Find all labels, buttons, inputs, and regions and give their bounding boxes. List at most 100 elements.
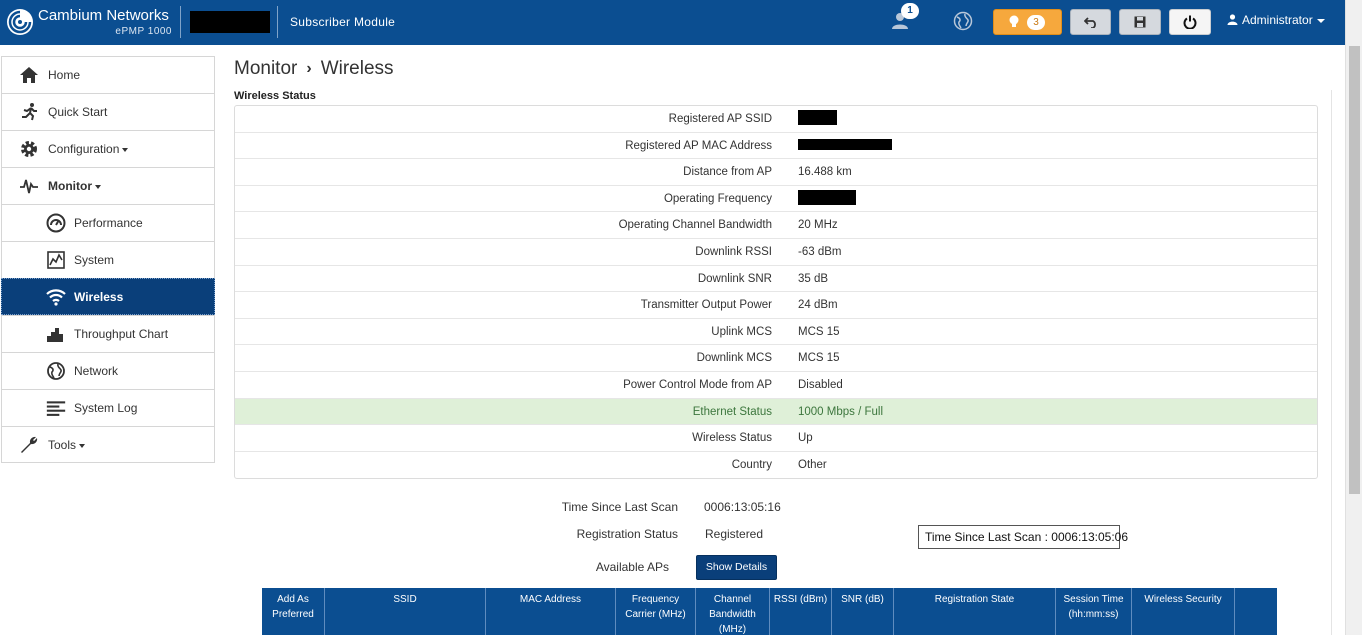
status-label: Wireless Status xyxy=(692,432,772,445)
gear-icon xyxy=(21,141,37,157)
column-header[interactable]: Add As Preferred xyxy=(262,588,325,635)
column-header[interactable]: Wireless Security xyxy=(1132,588,1235,635)
gauge-icon xyxy=(46,213,66,233)
column-header[interactable]: RSSI (dBm) xyxy=(770,588,832,635)
chart-icon xyxy=(47,328,63,342)
status-value: MCS 15 xyxy=(798,325,840,338)
module-label: Subscriber Module xyxy=(290,15,396,29)
status-row: Wireless Status Up xyxy=(235,425,1317,452)
top-bar: Cambium Networks ePMP 1000 Subscriber Mo… xyxy=(0,0,1345,45)
sidebar-item-quick-start[interactable]: Quick Start xyxy=(1,93,215,130)
chevron-down-icon xyxy=(1316,18,1325,23)
status-row-ethernet: Ethernet Status 1000 Mbps / Full xyxy=(235,398,1317,426)
home-icon xyxy=(20,67,38,83)
status-row: Downlink RSSI -63 dBm xyxy=(235,239,1317,266)
breadcrumb-section[interactable]: Monitor xyxy=(234,58,298,79)
chevron-down-icon xyxy=(79,443,86,448)
status-value: Up xyxy=(798,432,813,445)
globe-icon[interactable] xyxy=(953,11,973,31)
status-label: Downlink RSSI xyxy=(695,245,772,258)
sidebar-item-label: Network xyxy=(74,364,119,378)
show-details-button[interactable]: Show Details xyxy=(696,555,777,580)
column-header[interactable]: SSID xyxy=(325,588,486,635)
sidebar-item-monitor[interactable]: Monitor xyxy=(1,167,215,204)
time-since-scan-value: 0006:13:05:16 xyxy=(704,500,781,514)
sidebar-item-label: Wireless xyxy=(74,290,124,304)
status-row: Uplink MCS MCS 15 xyxy=(235,319,1317,346)
save-button[interactable] xyxy=(1119,9,1161,35)
sidebar-item-wireless[interactable]: Wireless xyxy=(1,278,215,315)
status-row: Power Control Mode from AP Disabled xyxy=(235,372,1317,399)
scan-time-tooltip: Time Since Last Scan : 0006:13:05:06 xyxy=(918,525,1128,549)
cambium-logo[interactable]: Cambium Networks ePMP 1000 xyxy=(6,4,176,40)
header-divider xyxy=(277,6,278,38)
breadcrumb: Monitor › Wireless xyxy=(234,58,394,80)
status-label: Registered AP SSID xyxy=(668,113,772,125)
wifi-icon xyxy=(46,289,66,306)
device-name-redacted xyxy=(190,11,270,33)
wireless-status-panel: Wireless Status Registered AP SSID Regis… xyxy=(234,90,1332,635)
sidebar-item-label: Throughput Chart xyxy=(74,327,169,341)
chevron-down-icon xyxy=(122,147,129,152)
wireless-status-table: Registered AP SSID Registered AP MAC Add… xyxy=(234,105,1318,480)
sidebar-item-home[interactable]: Home xyxy=(1,56,215,93)
cambium-logo-icon xyxy=(7,9,33,35)
status-row: Downlink SNR 35 dB xyxy=(235,266,1317,293)
status-value-redacted xyxy=(798,189,856,211)
column-header[interactable]: Channel Bandwidth (MHz) xyxy=(696,588,770,635)
status-label: Distance from AP xyxy=(683,166,772,179)
log-icon xyxy=(46,401,66,416)
status-label: Country xyxy=(731,458,772,471)
column-header[interactable]: MAC Address xyxy=(486,588,616,635)
status-value: MCS 15 xyxy=(798,352,840,365)
panel-title: Wireless Status xyxy=(234,90,316,102)
user-name: Administrator xyxy=(1242,13,1313,27)
sidebar-item-label: Configuration xyxy=(48,142,129,156)
column-header xyxy=(1235,588,1277,635)
column-header[interactable]: SNR (dB) xyxy=(832,588,894,635)
sidebar-item-tools[interactable]: Tools xyxy=(1,426,215,463)
registration-status-label: Registration Status xyxy=(576,527,678,541)
column-header[interactable]: Session Time (hh:mm:ss) xyxy=(1056,588,1132,635)
status-row: Distance from AP 16.488 km xyxy=(235,159,1317,186)
logout-button[interactable] xyxy=(1169,9,1211,35)
header-divider xyxy=(180,6,181,38)
sidebar-item-network[interactable]: Network xyxy=(1,352,215,389)
chevron-down-icon xyxy=(95,184,101,189)
sidebar-item-label: Tools xyxy=(48,438,86,452)
sidebar-item-performance[interactable]: Performance xyxy=(1,204,215,241)
status-label: Downlink MCS xyxy=(696,352,772,365)
column-header[interactable]: Registration State xyxy=(894,588,1056,635)
status-row: Registered AP SSID xyxy=(235,106,1317,133)
pulse-icon xyxy=(20,179,38,194)
status-value: 20 MHz xyxy=(798,219,838,232)
power-icon xyxy=(1183,15,1197,29)
scrollbar-thumb[interactable] xyxy=(1349,46,1360,494)
page-scrollbar[interactable] xyxy=(1345,0,1362,635)
alerts-button[interactable]: 3 xyxy=(993,9,1062,35)
save-icon xyxy=(1134,16,1146,28)
registration-status-value: Registered xyxy=(705,527,764,541)
sidebar-item-throughput-chart[interactable]: Throughput Chart xyxy=(1,315,215,352)
sidebar-item-label: System xyxy=(74,253,115,267)
undo-button[interactable] xyxy=(1070,9,1111,35)
undo-icon xyxy=(1083,17,1096,28)
column-header[interactable]: Frequency Carrier (MHz) xyxy=(616,588,696,635)
status-value: 24 dBm xyxy=(798,299,838,312)
sidebar-item-system[interactable]: System xyxy=(1,241,215,278)
status-value: 16.488 km xyxy=(798,166,852,179)
status-value: 35 dB xyxy=(798,272,829,285)
time-since-scan-label: Time Since Last Scan xyxy=(561,500,678,514)
status-value: -63 dBm xyxy=(798,245,842,258)
available-aps-label: Available APs xyxy=(595,560,669,574)
status-label: Downlink SNR xyxy=(697,272,772,285)
status-label: Registered AP MAC Address xyxy=(625,139,772,152)
chevron-right-icon: › xyxy=(306,60,312,77)
status-label: Operating Frequency xyxy=(663,192,772,205)
sidebar-item-system-log[interactable]: System Log xyxy=(1,389,215,426)
user-menu[interactable]: Administrator xyxy=(1227,13,1325,27)
status-row: Operating Frequency xyxy=(235,186,1317,213)
available-aps-table-header: Add As Preferred SSID MAC Address Freque… xyxy=(262,588,1277,635)
status-value: Disabled xyxy=(798,378,843,391)
sidebar-item-configuration[interactable]: Configuration xyxy=(1,130,215,167)
